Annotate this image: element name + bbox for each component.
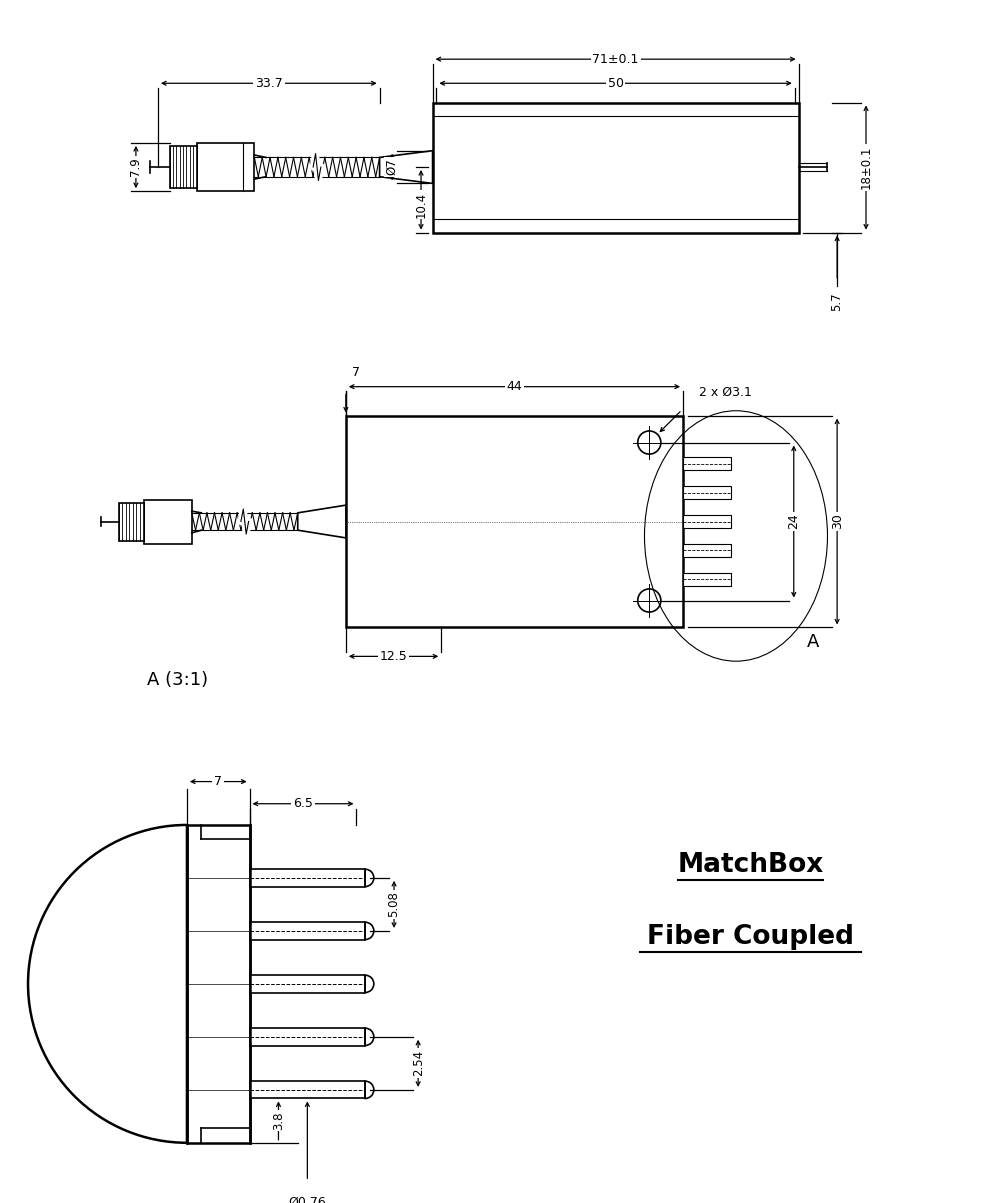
Text: 24: 24 — [787, 514, 800, 529]
Bar — [346, 415, 683, 628]
Text: 2.54: 2.54 — [412, 1050, 425, 1077]
Bar — [433, 102, 799, 232]
Wedge shape — [365, 976, 374, 992]
Bar — [683, 573, 731, 586]
Text: 71±0.1: 71±0.1 — [592, 53, 639, 66]
Text: A: A — [807, 633, 819, 651]
Text: 2 x Ø3.1: 2 x Ø3.1 — [699, 386, 752, 399]
Text: A (3:1): A (3:1) — [147, 671, 208, 689]
Text: 7.9: 7.9 — [129, 158, 142, 177]
Text: MatchBox: MatchBox — [677, 852, 824, 878]
Polygon shape — [298, 505, 346, 538]
Bar — [187, 825, 250, 1143]
Text: 5.08: 5.08 — [388, 891, 401, 918]
Text: 7: 7 — [214, 775, 222, 788]
Text: 12.5: 12.5 — [380, 650, 407, 663]
Bar — [683, 457, 731, 470]
Polygon shape — [380, 150, 433, 183]
Bar — [683, 486, 731, 499]
Text: 18±0.1: 18±0.1 — [860, 146, 873, 189]
Text: 6.5: 6.5 — [293, 798, 313, 811]
Text: 5.7: 5.7 — [831, 292, 844, 310]
Text: 50: 50 — [608, 77, 624, 90]
Bar — [144, 500, 192, 544]
Text: 10.4: 10.4 — [415, 191, 428, 218]
Bar — [250, 923, 365, 940]
Wedge shape — [365, 870, 374, 887]
Wedge shape — [365, 1081, 374, 1098]
Text: 33.7: 33.7 — [255, 77, 283, 90]
Text: 7: 7 — [352, 366, 360, 379]
Text: 44: 44 — [507, 380, 522, 393]
Text: 3.8: 3.8 — [272, 1112, 285, 1130]
Bar — [119, 503, 144, 541]
Bar — [250, 870, 365, 887]
Bar — [250, 1029, 365, 1045]
Bar — [683, 544, 731, 557]
Wedge shape — [365, 1029, 374, 1045]
Bar — [170, 146, 197, 188]
Wedge shape — [365, 923, 374, 940]
Bar — [683, 515, 731, 528]
Bar — [197, 143, 254, 191]
Text: Ø7: Ø7 — [386, 159, 399, 176]
Text: Fiber Coupled: Fiber Coupled — [647, 924, 854, 950]
Bar — [250, 1081, 365, 1098]
Bar — [250, 976, 365, 992]
Text: Ø0.76: Ø0.76 — [288, 1196, 326, 1203]
Text: 30: 30 — [831, 514, 844, 529]
